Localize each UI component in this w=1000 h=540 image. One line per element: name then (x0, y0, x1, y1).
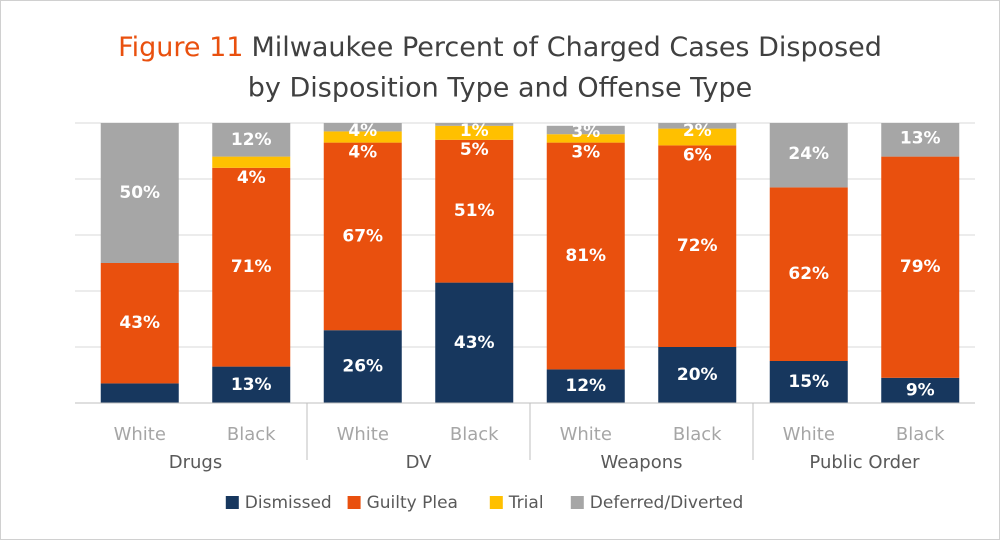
group-label: Weapons (600, 452, 682, 473)
data-label: 81% (565, 246, 606, 266)
data-label: 62% (788, 264, 829, 284)
bar-segment (323, 123, 402, 132)
data-label: 26% (342, 357, 383, 377)
x-tick-label: White (560, 424, 612, 445)
group-label: Drugs (169, 452, 222, 473)
data-label: 43% (119, 313, 160, 333)
data-label: 79% (900, 257, 941, 277)
bar-segment (658, 347, 737, 403)
legend-label: Trial (508, 493, 544, 513)
bar-segment (658, 128, 737, 146)
x-tick-label: Black (896, 424, 945, 445)
group-label: DV (406, 452, 433, 473)
bar-segment (769, 361, 848, 403)
x-tick-label: White (783, 424, 835, 445)
bar-segment (658, 145, 737, 347)
group-label: Public Order (809, 452, 920, 473)
data-label: 3% (571, 143, 600, 163)
bar-segment (212, 366, 291, 403)
bar-segment (435, 123, 514, 126)
data-label: 50% (119, 183, 160, 203)
data-label: 24% (788, 144, 829, 164)
data-label: 43% (454, 333, 495, 353)
data-label: 13% (900, 128, 941, 148)
bar-segment (100, 383, 179, 403)
chart-title: Figure 11 Milwaukee Percent of Charged Ca… (118, 32, 882, 63)
bar-segment (212, 123, 291, 157)
bar-segment (769, 187, 848, 361)
data-label: 12% (231, 130, 272, 150)
title-label: Figure 11 (118, 32, 243, 63)
legend-label: Deferred/Diverted (590, 493, 744, 513)
data-label: 12% (565, 376, 606, 396)
bar-segment (881, 123, 960, 157)
data-label: 6% (683, 145, 712, 165)
data-label: 7% (125, 403, 154, 423)
bar-segment (100, 123, 179, 263)
x-tick-label: White (114, 424, 166, 445)
data-label: 4% (237, 168, 266, 188)
data-label: 4% (348, 143, 377, 163)
bar-segment (435, 139, 514, 283)
legend-label: Guilty Plea (367, 493, 458, 513)
bar-segment (323, 330, 402, 403)
x-tick-label: Black (450, 424, 499, 445)
bar-segment (212, 156, 291, 168)
bar-segment (323, 142, 402, 331)
chart-title: by Disposition Type and Offense Type (248, 73, 752, 104)
data-label: 2% (683, 121, 712, 141)
data-label: 72% (677, 236, 718, 256)
legend-swatch (570, 496, 584, 509)
bar-segment (881, 156, 960, 378)
title-line: Milwaukee Percent of Charged Cases Dispo… (251, 32, 881, 63)
data-label: 71% (231, 257, 272, 277)
x-tick-label: Black (227, 424, 276, 445)
bar-segment (435, 282, 514, 403)
data-label: 1% (460, 121, 489, 141)
data-label: 5% (460, 140, 489, 160)
legend-swatch (489, 496, 503, 509)
data-label: 9% (906, 380, 935, 400)
legend-label: Dismissed (245, 493, 332, 513)
data-label: 13% (231, 375, 272, 395)
data-label: 51% (454, 201, 495, 221)
bar-segment (100, 263, 179, 384)
x-tick-label: White (337, 424, 389, 445)
data-label: 20% (677, 365, 718, 385)
bar-segment (769, 123, 848, 188)
bar-segment (546, 134, 625, 143)
bar-segment (212, 167, 291, 367)
bar-segment (658, 123, 737, 129)
data-label: 15% (788, 372, 829, 392)
data-label: 3% (571, 122, 600, 142)
bar-segment (881, 377, 960, 403)
bar-segment (323, 131, 402, 143)
data-label: 4% (348, 121, 377, 141)
legend-swatch (347, 496, 361, 509)
x-tick-label: Black (673, 424, 722, 445)
legend-swatch (225, 496, 239, 509)
data-label: 67% (342, 226, 383, 246)
bar-segment (546, 142, 625, 370)
bar-segment (546, 125, 625, 135)
bar-segment (546, 369, 625, 403)
bar-segment (435, 125, 514, 140)
